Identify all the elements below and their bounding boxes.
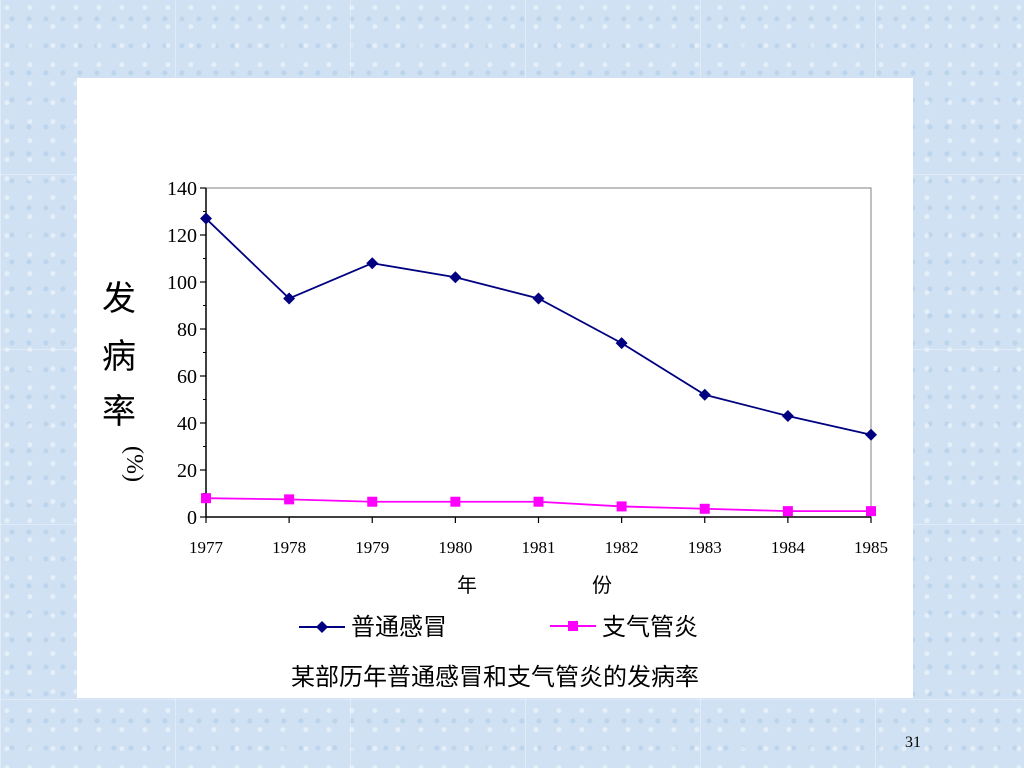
data-point-square (616, 501, 627, 512)
data-point-diamond (865, 428, 877, 441)
x-tick-label: 1983 (688, 538, 722, 557)
x-axis-title: 年 份 (457, 573, 612, 597)
x-tick-label: 1982 (605, 538, 639, 557)
x-tick-label: 1985 (854, 538, 888, 557)
y-ticks: 0 20 40 60 80 100 120 140 (167, 178, 206, 529)
legend-square-marker (568, 621, 578, 631)
data-point-square (367, 496, 378, 507)
x-tick-label: 1977 (189, 538, 224, 557)
data-point-square (866, 506, 876, 517)
y-tick-label: 40 (177, 413, 197, 435)
y-tick-label: 20 (177, 460, 197, 482)
x-axis-title-char: 年 (457, 573, 477, 597)
y-axis-title-char: 病 (102, 337, 136, 377)
data-point-square (533, 496, 544, 507)
legend-item-0: 普通感冒 (299, 613, 447, 641)
data-point-square (699, 503, 710, 514)
y-tick-label: 60 (177, 366, 197, 388)
data-point-diamond (366, 257, 379, 270)
x-tick-label: 1984 (771, 538, 806, 557)
plot-area (205, 187, 872, 518)
data-point-diamond (283, 292, 296, 305)
x-tick-label: 1980 (438, 538, 472, 557)
data-point-diamond (615, 337, 628, 350)
y-tick-label: 0 (187, 507, 197, 529)
legend: 普通感冒 支气管炎 (299, 613, 698, 641)
x-axis-title-char: 份 (592, 573, 612, 597)
data-point-diamond (532, 292, 545, 305)
legend-label: 普通感冒 (351, 613, 447, 641)
legend-label: 支气管炎 (602, 613, 698, 641)
x-tick-label: 1978 (272, 538, 306, 557)
y-tick-label: 120 (167, 225, 197, 247)
y-axis-title-char: 发 (102, 279, 136, 319)
data-point-square (201, 493, 211, 504)
x-tick-label: 1979 (355, 538, 389, 557)
y-tick-label: 140 (167, 178, 197, 200)
data-point-square (450, 496, 461, 507)
data-point-square (782, 506, 793, 517)
chart-panel: 0 20 40 60 80 100 120 140 1977 1978 1979 1980 1981 1… (77, 78, 913, 698)
y-axis-title: 发 病 率 (%) (102, 279, 147, 482)
y-tick-label: 100 (167, 272, 197, 294)
data-point-square (284, 494, 295, 505)
x-ticks: 1977 1978 1979 1980 1981 1982 1983 1984 1985 (189, 517, 888, 557)
data-point-diamond (698, 388, 711, 401)
y-axis-title-unit: (%) (121, 446, 147, 482)
legend-diamond-marker (316, 621, 328, 633)
data-point-diamond (449, 271, 462, 284)
data-point-diamond (200, 212, 212, 225)
y-tick-label: 80 (177, 319, 197, 341)
x-tick-label: 1981 (522, 538, 556, 557)
chart-caption: 某部历年普通感冒和支气管炎的发病率 (291, 663, 699, 691)
page-number: 31 (905, 734, 921, 751)
y-axis-title-char: 率 (102, 392, 136, 432)
legend-item-1: 支气管炎 (550, 613, 698, 641)
series-group (200, 212, 877, 517)
data-point-diamond (781, 409, 794, 422)
